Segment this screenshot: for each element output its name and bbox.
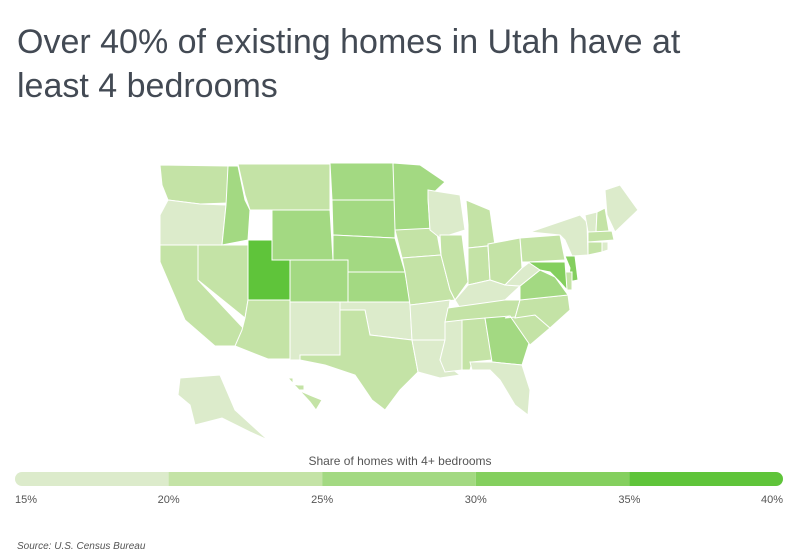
region bbox=[331, 199, 396, 239]
region bbox=[469, 361, 531, 416]
region bbox=[329, 162, 396, 201]
region bbox=[347, 271, 411, 303]
region bbox=[604, 184, 639, 233]
legend-tick-label: 15% bbox=[15, 494, 37, 506]
source: Source: U.S. Census Bureau bbox=[17, 541, 146, 552]
region bbox=[564, 255, 579, 283]
region bbox=[271, 209, 334, 261]
legend-tick-label: 25% bbox=[311, 494, 333, 506]
legend-tick-label: 40% bbox=[761, 494, 783, 506]
legend-swatch bbox=[15, 472, 169, 486]
region bbox=[519, 234, 566, 263]
region bbox=[286, 377, 323, 411]
region bbox=[587, 241, 603, 256]
legend-tick-label: 35% bbox=[618, 494, 640, 506]
region bbox=[526, 261, 568, 292]
region bbox=[467, 245, 491, 286]
region bbox=[601, 241, 609, 253]
legend-swatch bbox=[168, 472, 323, 486]
legend-tick-label: 30% bbox=[465, 494, 487, 506]
region bbox=[529, 214, 589, 257]
region bbox=[159, 164, 229, 205]
legend-swatch bbox=[629, 472, 783, 486]
chart-title: Over 40% of existing homes in Utah have … bbox=[17, 23, 681, 105]
region bbox=[221, 165, 251, 246]
region bbox=[289, 259, 349, 303]
region bbox=[587, 230, 615, 243]
region bbox=[299, 309, 419, 411]
map bbox=[159, 162, 639, 441]
legend-title: Share of homes with 4+ bedrooms bbox=[308, 454, 491, 468]
region bbox=[177, 374, 269, 441]
region bbox=[237, 163, 331, 211]
legend-tick-label: 20% bbox=[158, 494, 180, 506]
region bbox=[289, 301, 341, 361]
region bbox=[159, 199, 227, 246]
legend-swatch bbox=[475, 472, 630, 486]
region bbox=[465, 199, 496, 249]
region bbox=[427, 189, 466, 239]
legend-swatch bbox=[322, 472, 476, 486]
region bbox=[409, 299, 451, 341]
legend bbox=[15, 472, 783, 486]
